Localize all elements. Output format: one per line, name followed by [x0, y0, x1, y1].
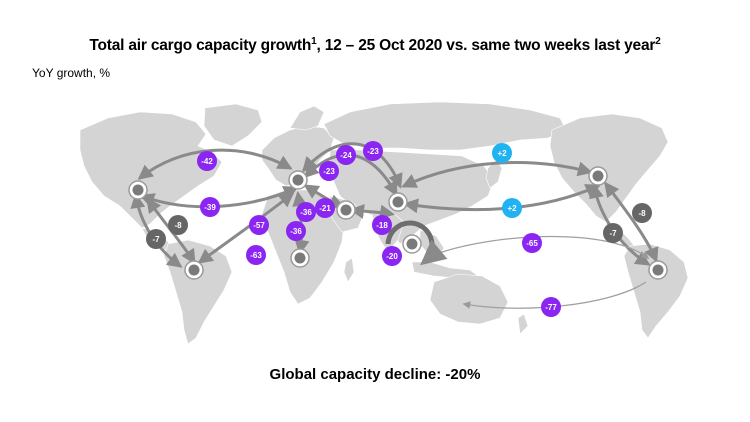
land-madagascar [343, 257, 355, 283]
route-na-europe-top [137, 148, 293, 180]
route-pacific-upper [435, 235, 650, 259]
route-europe-sa [197, 192, 295, 264]
land-scandinavia [289, 105, 325, 131]
growth-badge: -23 [319, 161, 339, 181]
y-unit-label: YoY growth, % [32, 66, 111, 80]
page-title: Total air cargo capacity growth1, 12 – 2… [0, 36, 750, 55]
growth-badge: -36 [286, 221, 306, 241]
intra-asia-arc [385, 220, 448, 266]
growth-badge-value: -39 [204, 203, 216, 212]
growth-badge-value: -18 [376, 221, 388, 230]
growth-badge: -23 [363, 141, 383, 161]
route-pacific-lower [462, 281, 647, 309]
route-us-latam-2 [604, 181, 659, 263]
land-south-america-east [623, 243, 689, 339]
growth-badge: -42 [197, 151, 217, 171]
growth-badge-value: -20 [386, 252, 398, 261]
global-decline-summary: Global capacity decline: -20% [269, 366, 481, 383]
growth-badge: -24 [336, 145, 356, 165]
growth-badge: -18 [372, 215, 392, 235]
growth-badge: -8 [168, 215, 188, 235]
growth-badge-value: -77 [545, 303, 557, 312]
growth-badge-value: -7 [609, 229, 617, 238]
route-asia-us-top [401, 161, 593, 188]
hub-south-america [184, 260, 204, 280]
growth-badge-value: -36 [300, 208, 312, 217]
growth-badge-value: -7 [152, 235, 160, 244]
land-south-america [163, 239, 233, 345]
hub-africa [290, 248, 310, 268]
land-russia [323, 101, 567, 151]
growth-badge-value: -57 [253, 221, 265, 230]
hub-asia-pacific [402, 234, 422, 254]
growth-badge-value: -8 [174, 221, 182, 230]
growth-badge: -7 [146, 229, 166, 249]
growth-badge-value: +2 [497, 149, 507, 158]
growth-badge: -65 [522, 233, 542, 253]
growth-badge-value: -23 [367, 147, 379, 156]
land-new-zealand [517, 313, 529, 335]
pacific-loop [435, 235, 650, 309]
growth-badge-value: -63 [250, 251, 262, 260]
title-footnote-1: 1 [311, 36, 317, 47]
growth-badge: -39 [200, 197, 220, 217]
intra-asia-loop [385, 220, 448, 266]
growth-badge-value: -21 [319, 204, 331, 213]
growth-badge: -77 [541, 297, 561, 317]
land-asia [329, 149, 495, 245]
route-middle-east-south-asia [349, 204, 395, 220]
title-period: , 12 – 25 Oct 2020 vs. same two weeks la… [316, 37, 656, 54]
growth-badge: -8 [632, 203, 652, 223]
land-australia [429, 273, 509, 325]
hub-south-asia [388, 192, 408, 212]
growth-badge: -63 [246, 245, 266, 265]
growth-badge-value: -36 [290, 227, 302, 236]
title-main: Total air cargo capacity growth [89, 37, 312, 54]
growth-badge: -36 [296, 202, 316, 222]
route-europe-asia-2 [301, 142, 403, 189]
growth-badge: -7 [603, 223, 623, 243]
growth-badge: -20 [382, 246, 402, 266]
title-footnote-2: 2 [655, 36, 661, 47]
growth-badge-value: -42 [201, 157, 213, 166]
growth-badge: +2 [492, 143, 512, 163]
hub-us-pacific [588, 166, 608, 186]
land-greenland [203, 103, 263, 147]
growth-badge-value: -65 [526, 239, 538, 248]
hub-north-america [128, 180, 148, 200]
growth-badge: -21 [315, 198, 335, 218]
hub-latin-america-east [648, 260, 668, 280]
badges: -42 -39 -24 -23 -23 -21 -36 -36 -57 -63 -18 -20 +2 +2… [146, 141, 652, 317]
growth-badge-value: -24 [340, 151, 352, 160]
hub-europe [288, 170, 308, 190]
hubs [128, 166, 668, 280]
growth-badge-value: -23 [323, 167, 335, 176]
growth-badge: +2 [502, 198, 522, 218]
growth-badge-value: +2 [507, 204, 517, 213]
growth-badge: -57 [249, 215, 269, 235]
growth-badge-value: -8 [638, 209, 646, 218]
hub-middle-east [336, 200, 356, 220]
